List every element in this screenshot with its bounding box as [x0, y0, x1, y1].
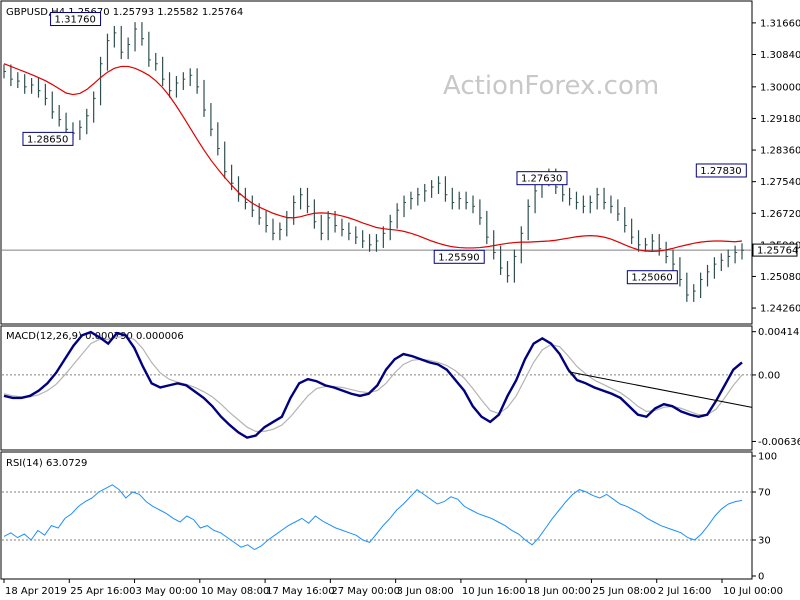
time-tick-label: 3 May 00:00 [136, 586, 198, 597]
rsi-axis: 100 70 30 0 [752, 452, 777, 583]
time-tick-label: 2 Jul 16:00 [658, 586, 712, 597]
price-annotation-label: 1.27830 [700, 166, 741, 177]
macd-header: MACD(12,26,9) 0.000790 0.000006 [6, 331, 184, 342]
price-annotation-box [22, 131, 74, 146]
rsi-series [2, 484, 752, 551]
rsi-tick-label: 100 [758, 452, 777, 463]
price-tick-label: 1.30000 [760, 82, 800, 93]
price-annotation-box [626, 270, 678, 285]
price-annotation-label: 1.27630 [521, 174, 562, 185]
macd-panel-frame [0, 325, 753, 451]
macd-tick-label: -0.006365 [758, 437, 800, 448]
price-annotation-label: 1.25590 [438, 252, 479, 263]
price-annotation-box [50, 12, 102, 27]
time-tick-label: 18 Jun 00:00 [527, 586, 591, 597]
price-annotation-box [695, 163, 747, 178]
time-tick-label: 27 May 00:00 [331, 586, 400, 597]
macd-series [2, 330, 753, 439]
moving-average-line [3, 63, 743, 253]
price-axis: 1.31660 1.30840 1.30000 1.29180 1.28360 1.275… [752, 18, 800, 315]
watermark: ActionForex.com [443, 71, 659, 101]
price-annotation-label: 1.28650 [27, 134, 68, 145]
price-annotation-label: 1.31760 [55, 15, 96, 26]
price-tick-label: 1.26720 [760, 209, 800, 220]
rsi-tick-label: 70 [758, 488, 771, 499]
rsi-panel-frame [0, 451, 753, 580]
time-tick-label: 25 Apr 16:00 [70, 586, 135, 597]
price-tick-label: 1.31660 [760, 18, 800, 29]
price-tick-label: 1.24260 [760, 304, 800, 315]
time-tick-label: 25 Jun 08:00 [592, 586, 656, 597]
macd-axis: 0.004141 0.00 -0.006365 [752, 327, 800, 448]
macd-tick-label: 0.00 [758, 370, 780, 381]
macd-trendline [568, 371, 753, 408]
macd-line [3, 330, 743, 439]
current-price-label: 1.25764 [757, 246, 798, 257]
rsi-tick-label: 30 [758, 536, 771, 547]
price-tick-label: 1.28360 [760, 146, 800, 157]
time-tick-label: 17 May 16:00 [266, 586, 335, 597]
price-annotation-box [433, 249, 485, 264]
time-tick-label: 18 Apr 2019 [5, 586, 67, 597]
time-axis: 18 Apr 2019 25 Apr 16:00 3 May 00:00 10 May… [3, 579, 783, 597]
price-series [3, 22, 744, 302]
macd-tick-label: 0.004141 [758, 327, 800, 338]
price-annotation-box [516, 171, 568, 186]
rsi-header: RSI(14) 63.0729 [6, 458, 87, 469]
price-annotation-label: 1.25060 [631, 273, 672, 284]
price-tick-label: 1.29180 [760, 114, 800, 125]
time-tick-label: 10 May 08:00 [201, 586, 270, 597]
price-tick-label: 1.25080 [760, 272, 800, 283]
time-tick-label: 10 Jul 00:00 [723, 586, 783, 597]
price-annotations: 1.31760 1.28650 1.27630 1.25590 1.27830 1.250… [22, 12, 747, 285]
price-tick-label: 1.30840 [760, 50, 800, 61]
price-tick-label: 1.27540 [760, 177, 800, 188]
rsi-line [3, 484, 743, 551]
current-price-box [752, 243, 798, 257]
symbol-header: GBPUSD,H4 1.25670 1.25793 1.25582 1.2576… [6, 7, 243, 18]
time-tick-label: 3 Jun 08:00 [397, 586, 454, 597]
price-panel-frame [0, 0, 753, 325]
time-tick-label: 10 Jun 16:00 [462, 586, 526, 597]
rsi-tick-label: 0 [758, 572, 764, 583]
